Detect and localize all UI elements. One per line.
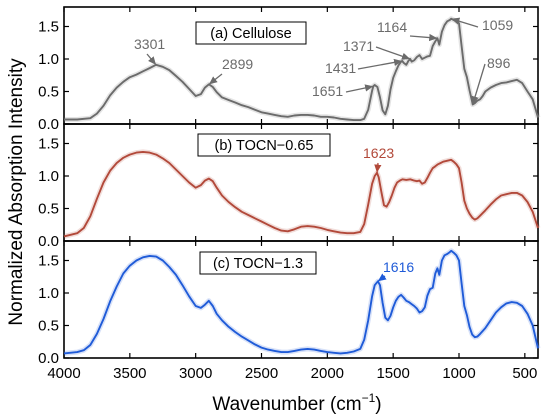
x-tick-label: 3000 bbox=[179, 365, 212, 382]
peak-arrow bbox=[451, 17, 479, 28]
spectrum-halo bbox=[63, 149, 541, 239]
panel-label: (a) Cellulose bbox=[210, 26, 291, 42]
y-tick-label: 1.0 bbox=[38, 285, 59, 302]
panel-label: (c) TOCN−1.3 bbox=[213, 256, 303, 272]
y-tick-label: 1.5 bbox=[38, 253, 59, 270]
x-axis-title-superscript: −1 bbox=[362, 391, 376, 405]
panel-2: 0.0 0.5 1.0 1.5 (c) TOCN−1.3 1616 bbox=[38, 240, 541, 367]
x-axis-title-main: Wavenumber (cm bbox=[212, 394, 361, 415]
peak-arrow bbox=[345, 84, 374, 93]
y-tick-label: 1.5 bbox=[38, 136, 59, 153]
y-tick-label: 0.0 bbox=[38, 350, 59, 367]
panel-label-box bbox=[197, 133, 331, 157]
y-tick-label: 0.0 bbox=[38, 116, 59, 133]
panel-label: (b) TOCN−0.65 bbox=[215, 138, 314, 154]
peak-label: 2899 bbox=[222, 56, 253, 72]
x-tick-label: 1000 bbox=[442, 365, 475, 382]
y-tick-label: 1.0 bbox=[38, 168, 59, 185]
y-tick-label: 1.0 bbox=[38, 51, 59, 68]
peak-label: 1371 bbox=[343, 38, 374, 54]
y-tick-label: 0.5 bbox=[38, 84, 59, 101]
peak-label: 1431 bbox=[325, 60, 356, 76]
x-tick-label: 2500 bbox=[245, 365, 278, 382]
peak-label: 1616 bbox=[383, 259, 414, 275]
peak-label: 1651 bbox=[312, 83, 343, 99]
peak-arrow bbox=[409, 33, 438, 42]
peak-arrow bbox=[374, 162, 382, 173]
x-axis-title: Wavenumber (cm−1) bbox=[212, 391, 381, 415]
peak-label: 1059 bbox=[482, 17, 513, 33]
x-axis-title-end: ) bbox=[375, 394, 381, 415]
panel-1: 0.0 0.5 1.0 1.5 (b) TOCN−0.65 1623 bbox=[38, 123, 541, 250]
y-axis-title: Normalized Absorption Intensity bbox=[6, 58, 27, 326]
peak-label: 896 bbox=[487, 55, 511, 71]
x-tick-label: 4000 bbox=[47, 365, 80, 382]
y-tick-label: 1.5 bbox=[38, 19, 59, 36]
peak-arrow bbox=[471, 63, 486, 105]
peak-label: 1164 bbox=[377, 19, 407, 35]
spectrum-line bbox=[63, 150, 539, 238]
panel-0: 0.0 0.5 1.0 1.5 (a) Cellulose 3301 2899 1651 143… bbox=[38, 6, 541, 133]
peak-arrow bbox=[375, 46, 411, 60]
panel-label-box bbox=[199, 251, 317, 275]
x-tick-label: 2000 bbox=[311, 365, 344, 382]
y-tick-label: 0.0 bbox=[38, 233, 59, 250]
spectrum-line bbox=[64, 17, 539, 122]
peak-arrow bbox=[146, 53, 157, 66]
panels-layer: 0.0 0.5 1.0 1.5 (a) Cellulose 3301 2899 1651 143… bbox=[38, 6, 541, 367]
panel-frame bbox=[63, 240, 539, 359]
x-tick-label: 500 bbox=[512, 365, 537, 382]
panel-label-box bbox=[195, 21, 307, 45]
peak-arrow bbox=[377, 273, 387, 282]
y-tick-label: 0.5 bbox=[38, 201, 59, 218]
peak-arrow bbox=[208, 73, 223, 85]
x-axis: 4000 3500 3000 2500 2000 1500 1000 500 bbox=[47, 365, 537, 382]
peak-label: 3301 bbox=[134, 36, 165, 52]
y-tick-label: 0.5 bbox=[38, 318, 59, 335]
x-tick-label: 3500 bbox=[113, 365, 146, 382]
peak-arrow bbox=[357, 58, 403, 70]
peak-label: 1623 bbox=[363, 145, 394, 161]
x-tick-label: 1500 bbox=[376, 365, 409, 382]
